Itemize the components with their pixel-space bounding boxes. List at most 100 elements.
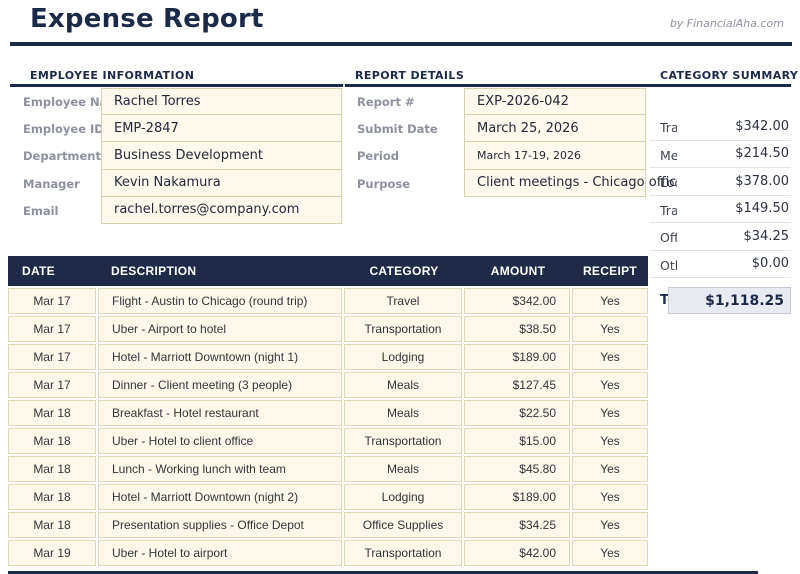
field-label: Employee ID [23,122,104,137]
field-label: Department [23,149,101,164]
cell-amount: $34.25 [464,512,570,538]
cell-receipt: Yes [572,456,648,482]
cell-category: Meals [344,400,462,426]
cell-description: Uber - Hotel to airport [98,540,342,566]
page-title: Expense Report [30,4,264,34]
cell-category: Lodging [344,484,462,510]
summary-amount: $34.25 [677,223,791,250]
field-value-input[interactable]: EXP-2026-042 [464,88,646,116]
employee-field-row: Employee Name Rachel Torres [10,88,343,116]
expense-row: Mar 18 Breakfast - Hotel restaurant Meal… [8,400,648,426]
expense-row: Mar 17 Flight - Austin to Chicago (round… [8,288,648,314]
summary-row: Transportation $149.50 [650,195,791,223]
employee-field-row: Email rachel.torres@company.com [10,196,343,224]
cell-date: Mar 19 [8,540,96,566]
cell-receipt: Yes [572,372,648,398]
expense-table-body: Mar 17 Flight - Austin to Chicago (round… [8,288,648,566]
field-label: Report # [357,95,415,109]
summary-row: Lodging $378.00 [650,168,791,196]
column-header-category: CATEGORY [369,264,439,278]
field-value-input[interactable]: Rachel Torres [101,88,342,116]
cell-description: Lunch - Working lunch with team [98,456,342,482]
field-value-input[interactable]: Client meetings - Chicago office [464,169,684,197]
cell-category: Transportation [344,316,462,342]
section-title-employee-information: EMPLOYEE INFORMATION [30,69,195,82]
field-value-input[interactable]: March 25, 2026 [464,115,646,143]
employee-field-row: Employee ID EMP-2847 [10,115,343,143]
employee-field-row: Manager Kevin Nakamura [10,169,343,197]
cell-date: Mar 17 [8,316,96,342]
cell-description: Presentation supplies - Office Depot [98,512,342,538]
cell-category: Meals [344,456,462,482]
cell-amount: $22.50 [464,400,570,426]
total-amount: $1,118.25 [668,287,791,314]
summary-amount: $214.50 [677,140,791,167]
field-value-input[interactable]: rachel.torres@company.com [101,196,342,224]
summary-row: Meals $214.50 [650,140,791,168]
column-header-amount: AMOUNT [490,264,546,278]
cell-receipt: Yes [572,540,648,566]
report-field-row: Period March 17-19, 2026 [345,142,655,170]
cell-category: Transportation [344,540,462,566]
cell-amount: $38.50 [464,316,570,342]
section-title-category-summary: CATEGORY SUMMARY [660,69,799,82]
cell-description: Uber - Airport to hotel [98,316,342,342]
cell-date: Mar 17 [8,288,96,314]
expense-row: Mar 17 Dinner - Client meeting (3 people… [8,372,648,398]
cell-description: Hotel - Marriott Downtown (night 2) [98,484,342,510]
cell-receipt: Yes [572,288,648,314]
expense-row: Mar 17 Uber - Airport to hotel Transport… [8,316,648,342]
cell-amount: $189.00 [464,344,570,370]
cell-amount: $42.00 [464,540,570,566]
expense-row: Mar 18 Lunch - Working lunch with team M… [8,456,648,482]
cell-receipt: Yes [572,428,648,454]
field-value-input[interactable]: EMP-2847 [101,115,342,143]
summary-row: Travel $342.00 [650,113,791,141]
field-label: Email [23,203,59,218]
expense-table: DATE DESCRIPTION CATEGORY AMOUNT RECEIPT… [8,256,648,566]
summary-row: Other $0.00 [650,250,791,278]
report-field-row: Purpose Client meetings - Chicago office [345,169,684,197]
header-divider [10,42,792,46]
summary-amount: $342.00 [677,113,791,140]
cell-description: Hotel - Marriott Downtown (night 1) [98,344,342,370]
cell-amount: $189.00 [464,484,570,510]
cell-receipt: Yes [572,512,648,538]
cell-amount: $127.45 [464,372,570,398]
field-label: Submit Date [357,122,438,137]
cell-receipt: Yes [572,344,648,370]
column-header-receipt: RECEIPT [582,264,638,278]
cell-date: Mar 17 [8,372,96,398]
summary-total-row: Total $1,118.25 [650,287,791,315]
report-field-row: Submit Date March 25, 2026 [345,115,655,143]
field-value-input[interactable]: Kevin Nakamura [101,169,342,197]
field-value-input[interactable]: Business Development [101,142,342,170]
cell-date: Mar 18 [8,428,96,454]
cell-description: Flight - Austin to Chicago (round trip) [98,288,342,314]
cell-category: Office Supplies [344,512,462,538]
cell-date: Mar 18 [8,400,96,426]
category-summary-block: Travel $342.00 Meals $214.50 Lodging $37… [650,86,791,278]
expense-row: Mar 17 Hotel - Marriott Downtown (night … [8,344,648,370]
column-header-date: DATE [22,264,55,278]
cell-description: Uber - Hotel to client office [98,428,342,454]
cell-description: Dinner - Client meeting (3 people) [98,372,342,398]
summary-amount: $149.50 [677,195,791,222]
expense-table-header: DATE DESCRIPTION CATEGORY AMOUNT RECEIPT [8,256,648,286]
expense-row: Mar 18 Presentation supplies - Office De… [8,512,648,538]
cutoff-total-row-bar [8,571,758,574]
cell-category: Transportation [344,428,462,454]
report-field-row: Report # EXP-2026-042 [345,88,655,116]
report-section-divider [345,84,655,87]
field-label: Period [357,149,399,164]
field-label: Manager [23,176,80,191]
cell-date: Mar 18 [8,484,96,510]
field-value-input[interactable]: March 17-19, 2026 [464,142,646,170]
cell-receipt: Yes [572,316,648,342]
column-header-description: DESCRIPTION [111,264,197,278]
cell-receipt: Yes [572,400,648,426]
cell-date: Mar 18 [8,512,96,538]
cell-amount: $15.00 [464,428,570,454]
cell-category: Travel [344,288,462,314]
